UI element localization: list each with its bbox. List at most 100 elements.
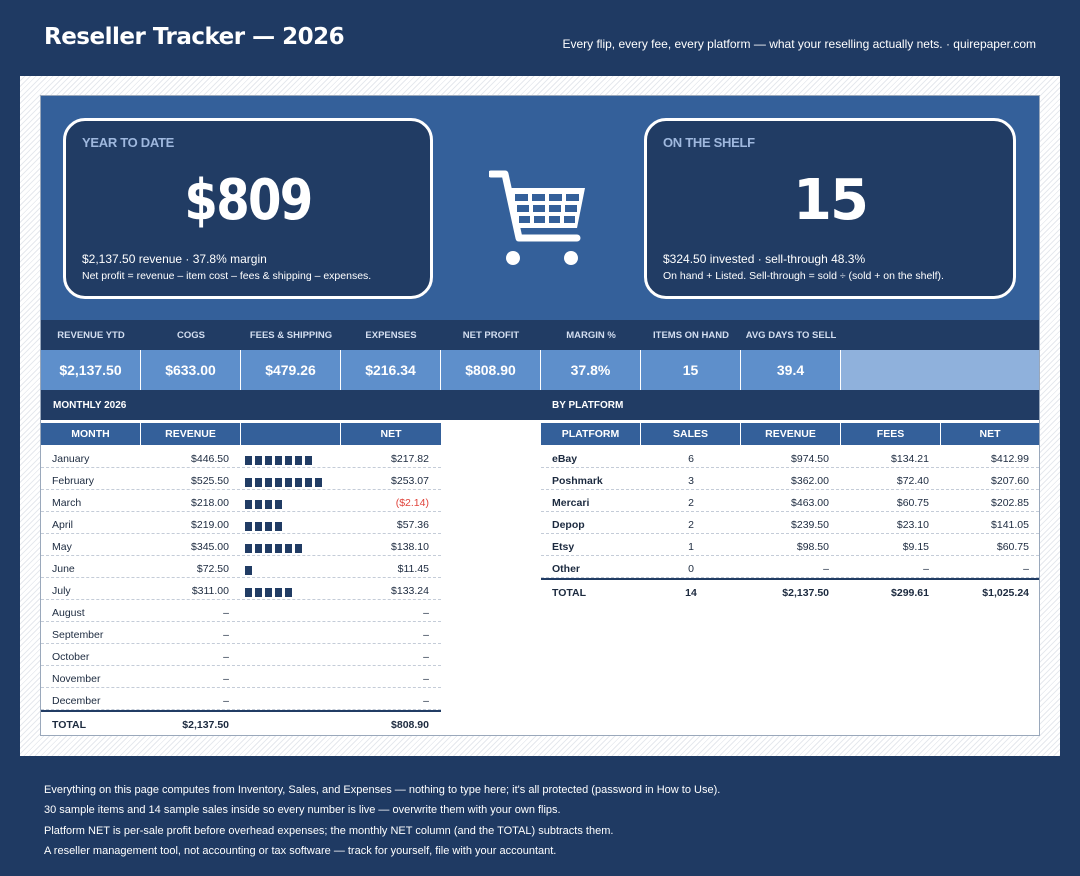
kpi-label-margin: MARGIN % bbox=[566, 329, 616, 341]
revenue-cell: $218.00 bbox=[191, 497, 229, 509]
monthly-section-title: MONTHLY 2026 bbox=[53, 400, 127, 411]
trend-bars bbox=[245, 600, 341, 622]
trend-bar-block bbox=[305, 456, 312, 465]
hero-banner: YEAR TO DATE $809 $2,137.50 revenue · 37… bbox=[41, 96, 1039, 320]
revenue-cell: $362.00 bbox=[791, 475, 829, 487]
trend-bar-block bbox=[275, 588, 282, 597]
trend-bar-block bbox=[245, 478, 252, 487]
platform-col-revenue: REVENUE bbox=[741, 423, 841, 445]
revenue-cell: $974.50 bbox=[791, 453, 829, 465]
trend-bar-block bbox=[275, 544, 282, 553]
kpi-value-net-profit: $808.90 bbox=[441, 350, 541, 390]
kpi-label-revenue: REVENUE YTD bbox=[57, 329, 125, 341]
dashboard-sheet: YEAR TO DATE $809 $2,137.50 revenue · 37… bbox=[20, 76, 1060, 756]
month-cell: April bbox=[52, 519, 74, 531]
platform-cell: eBay bbox=[552, 453, 578, 465]
net-cell: $202.85 bbox=[991, 497, 1029, 509]
sales-cell: 3 bbox=[688, 475, 694, 487]
trend-bar-block bbox=[265, 500, 272, 509]
platform-section-title: BY PLATFORM bbox=[552, 400, 624, 411]
month-cell: December bbox=[52, 695, 101, 707]
trend-bar-block bbox=[295, 456, 302, 465]
on-shelf-card: ON THE SHELF 15 $324.50 invested · sell-… bbox=[644, 118, 1016, 299]
net-cell: $253.07 bbox=[391, 475, 429, 487]
trend-bar-block bbox=[255, 544, 262, 553]
kpi-header-row: REVENUE YTD COGS FEES & SHIPPING EXPENSE… bbox=[41, 320, 1039, 350]
total-revenue: $2,137.50 bbox=[182, 719, 229, 731]
month-cell: October bbox=[52, 651, 90, 663]
fees-cell: $134.21 bbox=[891, 453, 929, 465]
trend-bars bbox=[245, 578, 341, 600]
revenue-cell: – bbox=[223, 629, 229, 641]
month-cell: November bbox=[52, 673, 101, 685]
net-cell: $133.24 bbox=[391, 585, 429, 597]
table-row: January $446.50 $217.82 bbox=[41, 446, 441, 468]
total-sales: 14 bbox=[685, 587, 697, 599]
net-cell: $412.99 bbox=[991, 453, 1029, 465]
total-fees: $299.61 bbox=[891, 587, 929, 599]
monthly-col-revenue: REVENUE bbox=[141, 423, 241, 445]
trend-bars bbox=[245, 446, 341, 468]
trend-bar-block bbox=[255, 456, 262, 465]
table-row: October – – bbox=[41, 644, 441, 666]
month-cell: August bbox=[52, 607, 85, 619]
trend-bars bbox=[245, 666, 341, 688]
kpi-label-net-profit: NET PROFIT bbox=[462, 329, 520, 341]
table-row: Etsy 1 $98.50 $9.15 $60.75 bbox=[541, 534, 1039, 556]
net-cell: $11.45 bbox=[397, 563, 429, 575]
trend-bars bbox=[245, 468, 341, 490]
dashboard-panel: YEAR TO DATE $809 $2,137.50 revenue · 37… bbox=[40, 95, 1040, 736]
monthly-table-header: MONTH REVENUE NET bbox=[41, 423, 441, 445]
trend-bar-group bbox=[245, 544, 302, 553]
total-net: $808.90 bbox=[391, 719, 429, 731]
trend-bar-block bbox=[295, 544, 302, 553]
revenue-cell: $525.50 bbox=[191, 475, 229, 487]
trend-bar-block bbox=[245, 522, 252, 531]
table-row: April $219.00 $57.36 bbox=[41, 512, 441, 534]
trend-bar-block bbox=[275, 478, 282, 487]
platform-table-header: PLATFORM SALES REVENUE FEES NET bbox=[541, 423, 1039, 445]
net-cell: $207.60 bbox=[991, 475, 1029, 487]
trend-bar-group bbox=[245, 500, 282, 509]
kpi-value-margin: 37.8% bbox=[541, 350, 641, 390]
ytd-summary: $2,137.50 revenue · 37.8% margin bbox=[82, 252, 267, 266]
trend-bars bbox=[245, 644, 341, 666]
trend-bar-block bbox=[245, 566, 252, 575]
trend-bar-block bbox=[265, 456, 272, 465]
platform-total-row: TOTAL 14 $2,137.50 $299.61 $1,025.24 bbox=[541, 578, 1039, 602]
trend-bar-block bbox=[285, 478, 292, 487]
total-net: $1,025.24 bbox=[982, 587, 1029, 599]
kpi-value-row: $2,137.50 $633.00 $479.26 $216.34 $808.9… bbox=[41, 350, 1039, 390]
revenue-cell: $446.50 bbox=[191, 453, 229, 465]
trend-bars bbox=[245, 512, 341, 534]
trend-bar-block bbox=[255, 478, 262, 487]
kpi-value-revenue: $2,137.50 bbox=[41, 350, 141, 390]
revenue-cell: – bbox=[223, 651, 229, 663]
kpi-value-expenses: $216.34 bbox=[341, 350, 441, 390]
net-cell: $217.82 bbox=[391, 453, 429, 465]
table-row: August – – bbox=[41, 600, 441, 622]
table-row: Other 0 – – – bbox=[541, 556, 1039, 578]
net-cell: – bbox=[423, 607, 429, 619]
month-cell: May bbox=[52, 541, 72, 553]
net-cell: – bbox=[423, 651, 429, 663]
table-row: Depop 2 $239.50 $23.10 $141.05 bbox=[541, 512, 1039, 534]
trend-bars bbox=[245, 622, 341, 644]
table-row: June $72.50 $11.45 bbox=[41, 556, 441, 578]
revenue-cell: – bbox=[223, 673, 229, 685]
shopping-cart-icon bbox=[489, 170, 585, 265]
on-shelf-label: ON THE SHELF bbox=[663, 135, 755, 150]
trend-bar-group bbox=[245, 456, 312, 465]
net-cell: – bbox=[423, 629, 429, 641]
table-row: Poshmark 3 $362.00 $72.40 $207.60 bbox=[541, 468, 1039, 490]
table-row: Mercari 2 $463.00 $60.75 $202.85 bbox=[541, 490, 1039, 512]
trend-bars bbox=[245, 556, 341, 578]
revenue-cell: $72.50 bbox=[196, 563, 229, 575]
trend-bar-block bbox=[255, 500, 262, 509]
sales-cell: 2 bbox=[688, 497, 694, 509]
trend-bar-block bbox=[275, 522, 282, 531]
footer-note: Platform NET is per-sale profit before o… bbox=[44, 824, 614, 837]
trend-bar-block bbox=[265, 588, 272, 597]
trend-bar-group bbox=[245, 522, 282, 531]
table-row: March $218.00 ($2.14) bbox=[41, 490, 441, 512]
